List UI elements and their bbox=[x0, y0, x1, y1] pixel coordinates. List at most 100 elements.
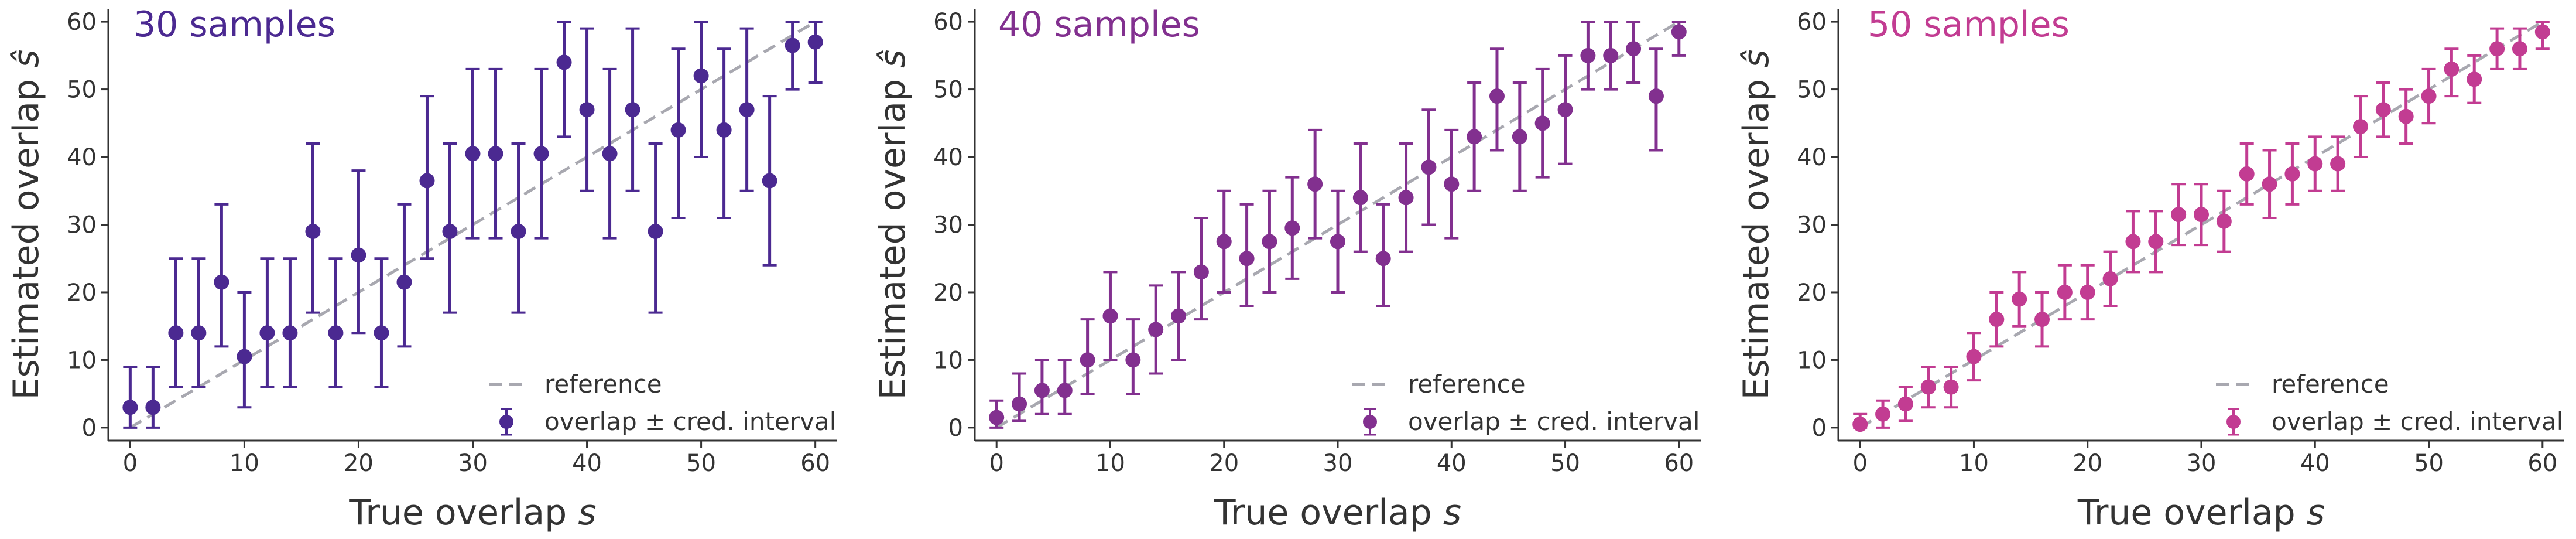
data-point bbox=[2444, 61, 2459, 77]
data-point bbox=[625, 102, 640, 118]
x-tick-label: 20 bbox=[2073, 450, 2102, 477]
legend-points-label: overlap ± cred. interval bbox=[544, 407, 836, 436]
data-point bbox=[1034, 383, 1050, 398]
y-axis-label: Estimated overlap ŝ bbox=[6, 50, 47, 400]
data-point bbox=[556, 54, 572, 70]
data-point bbox=[2125, 234, 2141, 250]
y-tick-label: 40 bbox=[1797, 144, 1827, 171]
data-point bbox=[1852, 417, 1868, 432]
y-tick-label: 30 bbox=[933, 212, 963, 239]
data-point bbox=[1193, 264, 1209, 280]
data-point bbox=[1216, 234, 1232, 250]
legend-points-label: overlap ± cred. interval bbox=[1408, 407, 1700, 436]
x-tick-label: 10 bbox=[229, 450, 259, 477]
data-point bbox=[1580, 47, 1596, 63]
data-point bbox=[2216, 213, 2232, 229]
data-point bbox=[1489, 88, 1505, 104]
data-point bbox=[1989, 312, 2005, 328]
panel-1: 0 10 20 30 40 50 60 0 10 20 30 40 50 60 True overlap s… bbox=[6, 4, 837, 533]
data-point bbox=[2284, 166, 2300, 182]
data-point bbox=[1626, 41, 1642, 57]
x-tick-label: 30 bbox=[1323, 450, 1353, 477]
data-point bbox=[168, 325, 184, 341]
y-axis-label: Estimated overlap ŝ bbox=[1736, 50, 1777, 400]
data-point bbox=[2352, 119, 2368, 135]
data-point bbox=[762, 173, 777, 189]
data-point bbox=[1125, 352, 1141, 368]
x-tick-label: 20 bbox=[1209, 450, 1239, 477]
data-point bbox=[1102, 308, 1118, 324]
x-tick-label: 30 bbox=[458, 450, 488, 477]
panel-title: 30 samples bbox=[133, 4, 335, 45]
data-point bbox=[2489, 41, 2505, 57]
data-point bbox=[1512, 129, 1527, 145]
data-point bbox=[351, 247, 366, 263]
y-axis-label: Estimated overlap ŝ bbox=[872, 50, 913, 400]
data-point bbox=[2012, 291, 2027, 307]
x-axis-label: True overlap s bbox=[1214, 492, 1461, 533]
panel-title: 40 samples bbox=[998, 4, 1200, 45]
x-tick-label: 0 bbox=[123, 450, 138, 477]
x-tick-label: 40 bbox=[572, 450, 602, 477]
data-point bbox=[2102, 271, 2118, 286]
y-tick-label: 10 bbox=[1797, 347, 1827, 374]
data-point bbox=[1080, 352, 1095, 368]
data-point bbox=[511, 224, 526, 240]
x-tick-label: 50 bbox=[686, 450, 716, 477]
data-point bbox=[2148, 234, 2164, 250]
x-tick-label: 60 bbox=[800, 450, 830, 477]
y-tick-label: 40 bbox=[933, 144, 963, 171]
y-tick-label: 30 bbox=[67, 212, 97, 239]
y-tick-label: 40 bbox=[67, 144, 97, 171]
panel-title: 50 samples bbox=[1868, 4, 2070, 45]
data-point bbox=[1648, 88, 1664, 104]
data-point bbox=[648, 224, 663, 240]
data-point bbox=[2262, 176, 2277, 192]
y-tick-label: 20 bbox=[1797, 279, 1827, 306]
data-point bbox=[465, 146, 481, 162]
x-tick-label: 60 bbox=[2527, 450, 2557, 477]
x-tick-label: 60 bbox=[1664, 450, 1694, 477]
y-tick-label: 0 bbox=[1812, 415, 1827, 442]
data-point bbox=[1284, 220, 1300, 236]
x-axis-label: True overlap s bbox=[348, 492, 596, 533]
x-tick-label: 10 bbox=[1959, 450, 1989, 477]
x-tick-label: 40 bbox=[1437, 450, 1467, 477]
y-tick-label: 50 bbox=[67, 77, 97, 104]
x-axis-label: True overlap s bbox=[2077, 492, 2325, 533]
data-point bbox=[1171, 308, 1187, 324]
data-point bbox=[1398, 190, 1414, 206]
legend-reference-label: reference bbox=[544, 370, 662, 398]
data-point bbox=[2057, 284, 2073, 300]
y-tick-label: 0 bbox=[82, 415, 97, 442]
x-tick-label: 30 bbox=[2187, 450, 2217, 477]
data-point bbox=[1897, 396, 1913, 412]
y-tick-label: 50 bbox=[933, 77, 963, 104]
legend-point-marker bbox=[2226, 415, 2241, 429]
x-tick-label: 20 bbox=[344, 450, 374, 477]
y-tick-label: 60 bbox=[1797, 9, 1827, 36]
data-point bbox=[328, 325, 344, 341]
data-point bbox=[1421, 159, 1437, 175]
legend-reference-label: reference bbox=[2272, 370, 2389, 398]
data-point bbox=[2512, 41, 2527, 57]
data-point bbox=[1375, 251, 1391, 267]
data-point bbox=[442, 224, 458, 240]
y-tick-label: 50 bbox=[1797, 77, 1827, 104]
data-point bbox=[807, 34, 823, 50]
y-tick-label: 20 bbox=[933, 279, 963, 306]
data-point bbox=[2467, 71, 2482, 87]
data-point bbox=[122, 400, 138, 415]
data-point bbox=[1148, 322, 1164, 337]
data-point bbox=[2330, 156, 2346, 172]
data-point bbox=[1557, 102, 1573, 118]
y-tick-label: 20 bbox=[67, 279, 97, 306]
legend-reference-label: reference bbox=[1408, 370, 1526, 398]
data-point bbox=[2239, 166, 2255, 182]
x-tick-label: 40 bbox=[2300, 450, 2330, 477]
data-point bbox=[396, 274, 412, 290]
y-tick-label: 30 bbox=[1797, 212, 1827, 239]
data-point bbox=[282, 325, 298, 341]
data-point bbox=[1330, 234, 1345, 250]
